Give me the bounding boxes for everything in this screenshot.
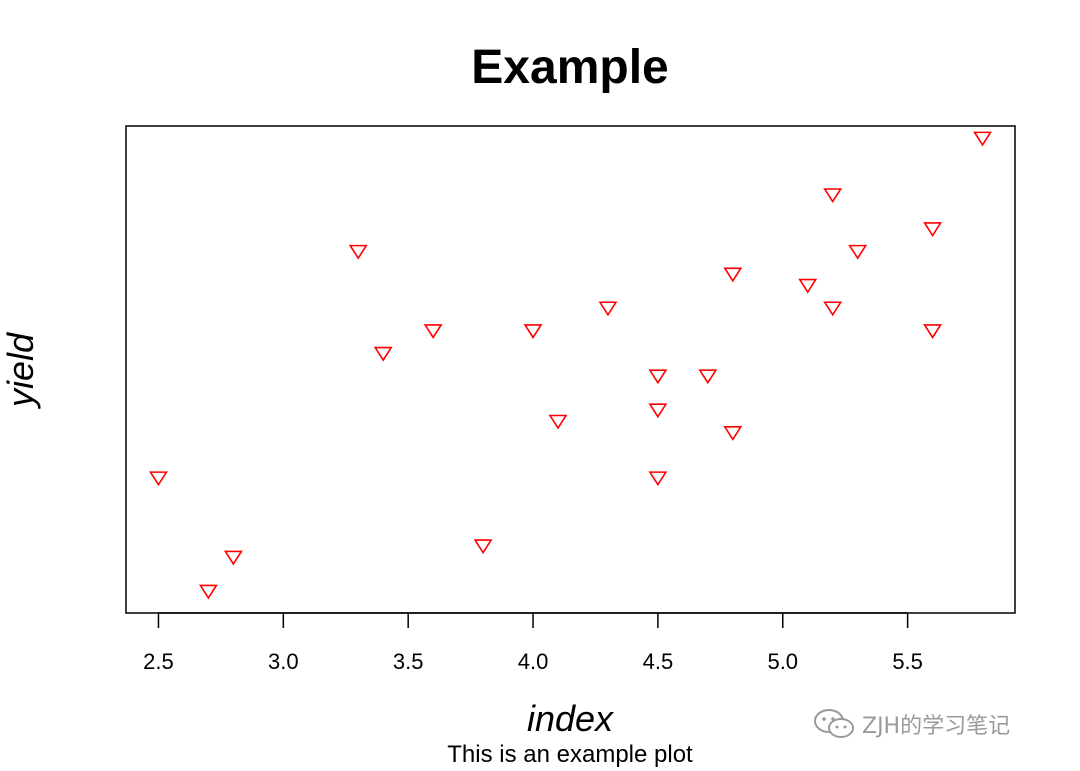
data-point <box>648 403 668 419</box>
data-point <box>523 324 543 339</box>
wechat-icon <box>814 709 854 738</box>
data-point <box>348 244 368 260</box>
plot-frame <box>125 125 1016 614</box>
x-axis: 2.5 3.0 3.5 4.0 4.5 5.0 5.5 <box>143 612 923 674</box>
chart-subtitle: This is an example plot <box>447 741 693 768</box>
data-point <box>723 267 743 283</box>
x-tick-label: 3.0 <box>268 649 299 674</box>
data-point <box>149 471 168 487</box>
data-point <box>648 471 668 487</box>
data-point <box>598 301 618 317</box>
data-point <box>798 278 818 294</box>
data-point <box>423 324 443 339</box>
data-point <box>823 188 843 204</box>
x-tick-label: 4.0 <box>518 649 549 674</box>
data-point <box>698 369 718 385</box>
y-axis-label: yield <box>0 332 41 410</box>
data-point <box>973 131 992 147</box>
data-point <box>548 414 568 430</box>
chart-title: Example <box>471 41 668 94</box>
watermark: ZJH的学习笔记 <box>812 706 1010 742</box>
x-tick-label: 5.0 <box>767 649 798 674</box>
data-point <box>923 324 943 339</box>
watermark-text: ZJH的学习笔记 <box>862 714 1011 739</box>
data-point <box>848 244 868 260</box>
x-tick-label: 4.5 <box>643 649 674 674</box>
data-point <box>373 346 393 362</box>
data-point <box>223 550 243 566</box>
data-point <box>823 301 843 317</box>
data-point <box>198 584 218 600</box>
x-axis-label: index <box>527 698 615 739</box>
data-point <box>923 222 943 238</box>
x-tick-label: 2.5 <box>143 649 174 674</box>
data-points <box>149 131 992 600</box>
x-tick-label: 5.5 <box>892 649 923 674</box>
x-tick-label: 3.5 <box>393 649 424 674</box>
data-point <box>473 539 493 555</box>
data-point <box>648 369 668 385</box>
data-point <box>723 426 743 441</box>
